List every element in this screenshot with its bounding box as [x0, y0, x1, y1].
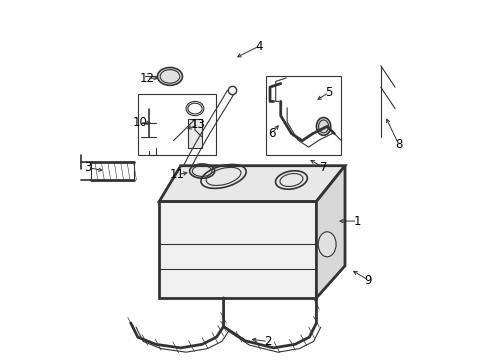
Text: 10: 10 — [132, 116, 147, 129]
Text: 13: 13 — [191, 118, 206, 131]
Polygon shape — [159, 166, 345, 202]
Text: 8: 8 — [395, 138, 402, 151]
Text: 1: 1 — [354, 215, 361, 228]
Text: 9: 9 — [365, 274, 372, 287]
Text: 5: 5 — [325, 86, 333, 99]
Text: 6: 6 — [268, 127, 275, 140]
Polygon shape — [159, 202, 317, 298]
Text: 3: 3 — [84, 161, 92, 174]
Polygon shape — [317, 166, 345, 298]
Ellipse shape — [317, 117, 331, 135]
Text: 4: 4 — [256, 40, 263, 53]
Bar — [267, 76, 342, 155]
Ellipse shape — [318, 232, 336, 257]
Bar — [138, 94, 217, 155]
Text: 12: 12 — [139, 72, 154, 85]
Bar — [188, 119, 202, 148]
Text: 11: 11 — [170, 168, 185, 181]
Text: 2: 2 — [265, 335, 272, 348]
Text: 7: 7 — [320, 161, 327, 174]
Ellipse shape — [157, 67, 182, 85]
